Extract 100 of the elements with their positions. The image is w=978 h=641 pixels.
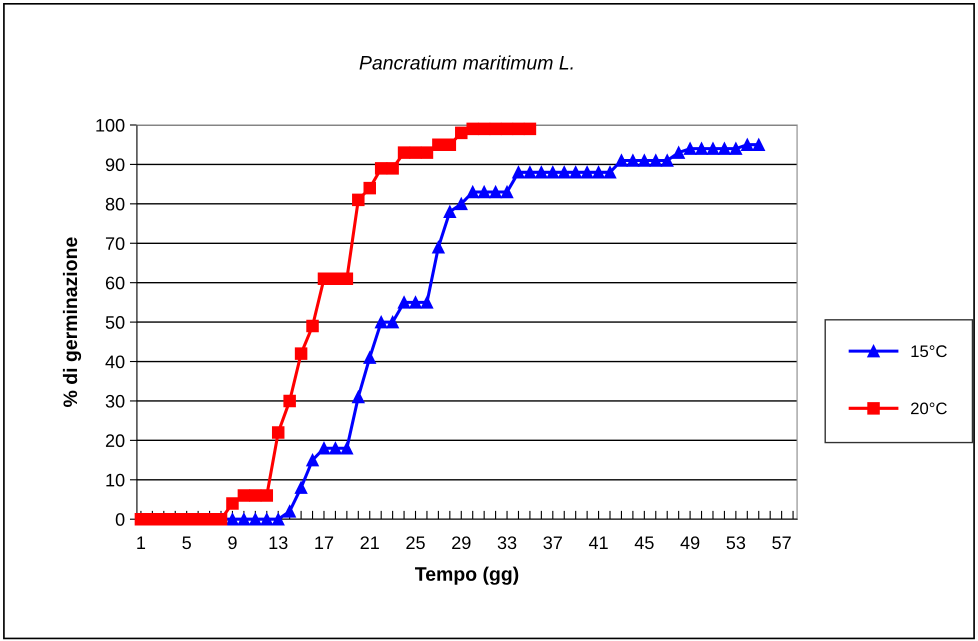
y-tick-label: 100 [96, 118, 124, 132]
point [363, 182, 376, 194]
x-tick-label: 45 [634, 536, 654, 550]
x-tick-label: 5 [182, 536, 191, 550]
point [260, 489, 274, 502]
x-tick-label: 57 [772, 536, 791, 550]
point [238, 512, 250, 526]
point [420, 296, 434, 309]
x-tick-label: 33 [498, 536, 516, 550]
y-tick-label: 70 [106, 237, 124, 250]
point [546, 166, 560, 179]
point [294, 481, 308, 494]
point [272, 512, 284, 526]
point [283, 505, 296, 518]
point [489, 122, 502, 136]
point [386, 316, 399, 328]
x-tick-label: 49 [680, 536, 700, 550]
point [340, 272, 354, 285]
point [249, 512, 262, 526]
point [158, 512, 170, 526]
y-tick-label: 40 [105, 355, 124, 368]
point [318, 272, 330, 285]
point [260, 512, 274, 526]
point [226, 497, 239, 510]
point [340, 442, 354, 454]
point [306, 320, 319, 332]
point [478, 122, 490, 136]
point [306, 454, 319, 466]
point [432, 138, 445, 151]
point [604, 166, 616, 179]
point [455, 126, 468, 140]
x-tick-label: 37 [543, 536, 562, 550]
point [180, 512, 193, 526]
point [660, 154, 674, 167]
point [444, 138, 456, 151]
point [466, 122, 479, 136]
point [650, 154, 662, 167]
point [684, 142, 696, 155]
point [706, 142, 720, 155]
point [718, 142, 731, 155]
point [558, 166, 570, 179]
point [329, 272, 342, 285]
point [329, 442, 342, 454]
x-tick-label: 1 [137, 536, 146, 549]
x-tick-label: 53 [726, 536, 746, 550]
y-tick-label: 90 [106, 158, 124, 172]
point [500, 186, 514, 198]
y-axis-title: % di germinazione [62, 237, 82, 407]
point [466, 186, 479, 198]
point [134, 512, 148, 526]
point [146, 512, 159, 526]
point [409, 296, 422, 309]
point [238, 489, 250, 502]
point [398, 296, 410, 309]
point [374, 316, 388, 328]
point [249, 489, 262, 502]
point [535, 166, 548, 179]
y-tick-label: 80 [106, 198, 124, 211]
y-tick-label: 0 [116, 513, 124, 526]
x-tick-label: 29 [452, 536, 470, 550]
y-tick-label: 20 [106, 434, 124, 448]
point [363, 351, 376, 364]
x-tick-label: 13 [270, 536, 288, 550]
x-axis-title: Tempo (gg) [415, 566, 518, 585]
point [489, 186, 502, 198]
point [168, 512, 182, 526]
point [580, 166, 594, 179]
y-tick-label: 30 [106, 394, 124, 408]
legend-label: 20°C [911, 402, 947, 414]
point [444, 205, 456, 218]
point [192, 512, 204, 526]
point [455, 198, 468, 210]
point [638, 154, 651, 167]
point [615, 154, 628, 167]
point [352, 390, 365, 404]
point [592, 166, 605, 179]
x-tick-label: 17 [315, 536, 334, 549]
point [398, 146, 410, 159]
point [512, 166, 525, 179]
point [283, 394, 296, 408]
x-tick-label: 21 [360, 536, 379, 549]
point [272, 426, 284, 439]
x-tick-label: 25 [406, 536, 425, 550]
x-tick-label: 41 [588, 536, 608, 549]
point [626, 154, 640, 167]
point [374, 162, 388, 175]
point [741, 138, 754, 151]
legend-label: 15°C [911, 345, 947, 358]
point [352, 194, 365, 206]
point [226, 512, 239, 526]
y-tick-label: 60 [106, 276, 124, 290]
x-tick-label: 9 [228, 536, 237, 550]
point [294, 347, 308, 360]
y-tick-label: 10 [106, 474, 124, 487]
point [672, 146, 685, 159]
point [432, 240, 445, 254]
chart-title: Pancratium maritimum L. [360, 55, 573, 70]
point [524, 122, 536, 136]
point [318, 442, 330, 454]
point [569, 166, 582, 179]
